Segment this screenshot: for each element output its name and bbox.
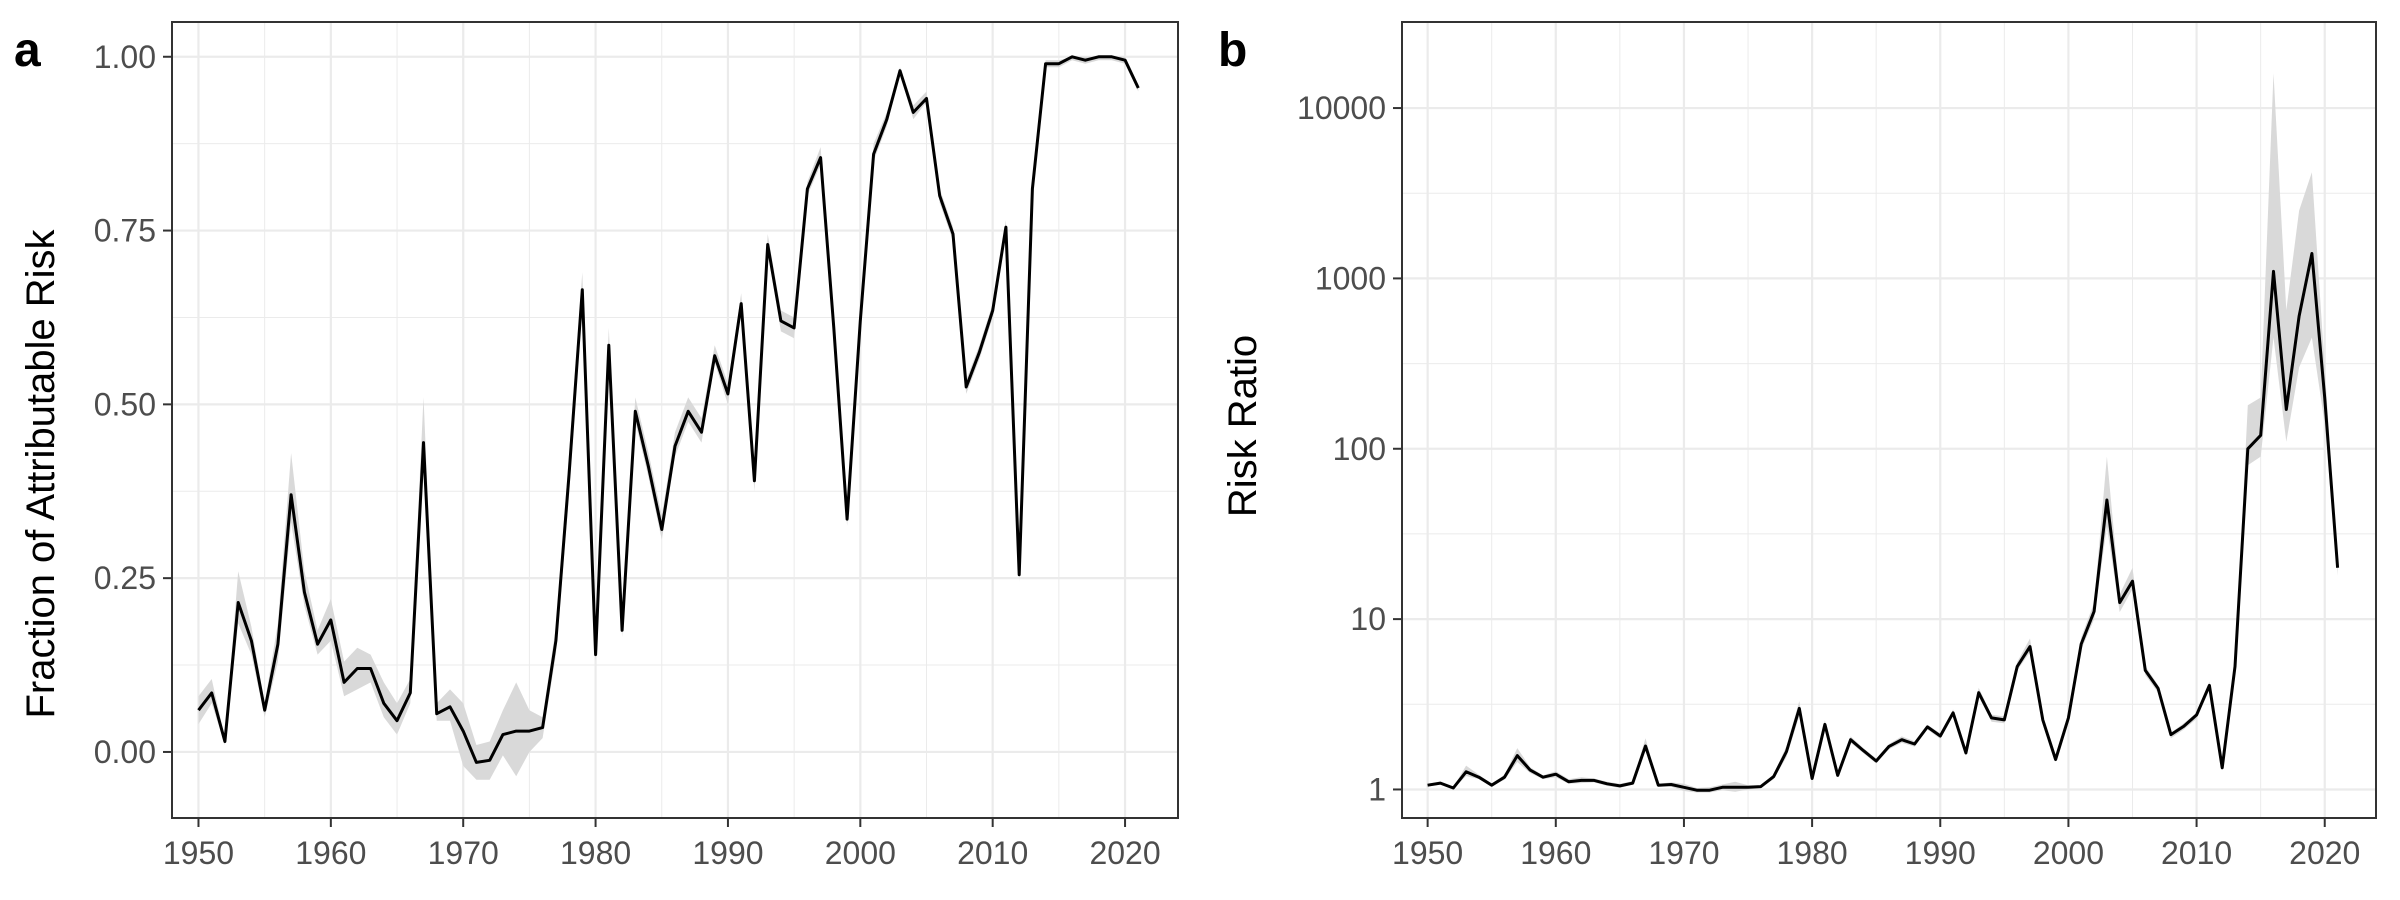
panel-a-y-axis-label: Fraction of Attributable Risk [19,228,63,718]
panel-b-plot-frame [1401,21,2377,819]
panel-a-y-ticks: 0.00 0.25 0.50 0.75 1.00 [94,39,172,770]
panel-b-y-axis-label: Risk Ratio [1221,335,1265,517]
y-tick-label: 100 [1333,431,1386,467]
x-tick-label: 1950 [163,835,234,871]
series-line [1427,252,2340,792]
x-tick-label: 2020 [2289,835,2360,871]
panel-a-gridlines [172,22,1178,818]
panel-b-confidence-band-layer [1427,73,2338,793]
y-tick-label: 1.00 [94,39,156,75]
x-tick-label: 2020 [1089,835,1160,871]
x-tick-label: 1960 [295,835,366,871]
panel-a-letter: a [14,24,41,77]
x-tick-label: 1990 [692,835,763,871]
y-tick-label: 0.00 [94,734,156,770]
y-tick-label: 0.75 [94,213,156,249]
panel-b-series-layer [1427,252,2340,792]
x-tick-label: 1970 [428,835,499,871]
y-tick-label: 10 [1350,601,1386,637]
x-tick-label: 1980 [1777,835,1848,871]
x-tick-label: 2000 [825,835,896,871]
panel-a-confidence-band-layer [198,56,1139,780]
x-tick-label: 2010 [957,835,1028,871]
x-tick-label: 1960 [1520,835,1591,871]
panel-b-letter: b [1218,24,1247,77]
panel-a-x-ticks: 1950 1960 1970 1980 1990 2000 2010 2020 [163,818,1161,871]
x-tick-label: 1970 [1648,835,1719,871]
confidence-band [1427,73,2338,793]
y-tick-label: 1 [1368,771,1386,807]
x-tick-label: 1980 [560,835,631,871]
panel-a-series-layer [197,55,1140,764]
x-tick-label: 1950 [1392,835,1463,871]
x-tick-label: 2010 [2161,835,2232,871]
y-tick-label: 10000 [1297,90,1386,126]
confidence-band [198,56,1139,780]
x-tick-label: 1990 [1905,835,1976,871]
series-line [197,55,1140,764]
x-tick-label: 2000 [2033,835,2104,871]
y-tick-label: 0.25 [94,560,156,596]
panel-a: a Fraction of Attributable Risk 1950 1960… [14,21,1179,871]
panel-b-y-ticks: 1 10 100 1000 10000 [1297,90,1402,807]
y-tick-label: 0.50 [94,386,156,422]
panel-b: b Risk Ratio 1950 1960 1970 1980 1990 2000 201… [1218,21,2377,871]
panel-a-plot-frame [171,21,1179,819]
y-tick-label: 1000 [1315,260,1386,296]
panel-b-x-ticks: 1950 1960 1970 1980 1990 2000 2010 2020 [1392,818,2360,871]
